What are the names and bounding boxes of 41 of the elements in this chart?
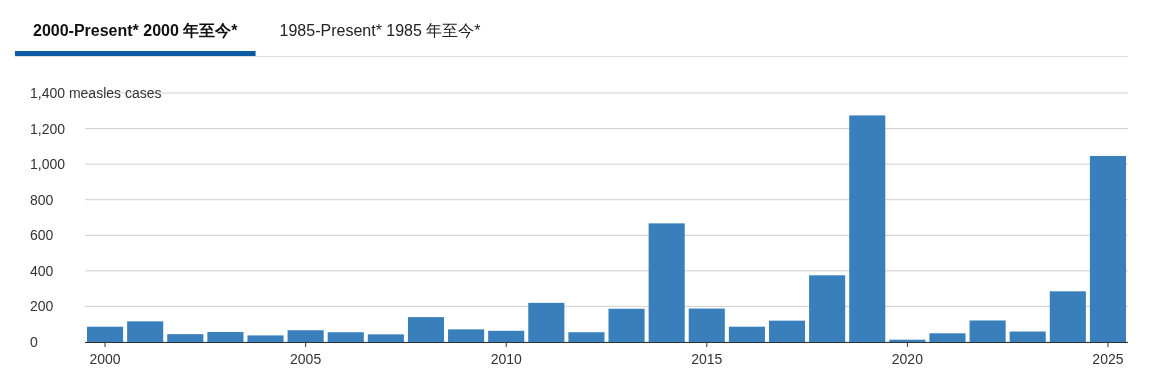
y-tick-label: 800 (30, 191, 54, 208)
x-tick-label: 2015 (691, 351, 723, 367)
bar (969, 320, 1006, 342)
bar (929, 333, 966, 342)
bar (608, 308, 645, 342)
x-tick-label: 2000 (89, 351, 121, 367)
bar (728, 326, 765, 342)
x-tick-label: 2020 (891, 351, 924, 367)
bar (488, 330, 525, 342)
bar (367, 334, 404, 342)
bar (287, 330, 324, 342)
y-tick-label: 1,400 measles cases (30, 85, 162, 101)
bar (87, 326, 124, 342)
y-tick-label: 0 (30, 334, 38, 350)
bar (849, 115, 886, 342)
bar (247, 335, 284, 342)
y-tick-label: 400 (30, 262, 54, 279)
bar (809, 275, 846, 342)
bar (768, 320, 806, 342)
x-tick-label: 2025 (1092, 351, 1124, 367)
chart-title: 2000-Present* 2000 年至今* (33, 22, 239, 39)
y-tick-label: 600 (30, 227, 54, 244)
bar (568, 332, 605, 342)
bar (448, 329, 485, 342)
bar (407, 317, 445, 342)
bar (648, 223, 685, 342)
y-tick-label: 1,200 (30, 120, 66, 137)
bar (688, 308, 725, 342)
x-tick-label: 2005 (290, 351, 322, 367)
bar (1009, 331, 1046, 342)
bar (1089, 155, 1126, 342)
bar (167, 334, 204, 342)
bar (207, 332, 244, 342)
bar (528, 302, 565, 342)
y-tick-label: 1,000 (30, 156, 66, 173)
bar (327, 332, 364, 342)
bar (127, 321, 164, 342)
bar (1049, 291, 1086, 342)
y-tick-label: 200 (30, 298, 54, 315)
chart-subtitle: 1985-Present* 1985 年至今* (279, 22, 481, 39)
x-tick-label: 2010 (490, 351, 522, 367)
